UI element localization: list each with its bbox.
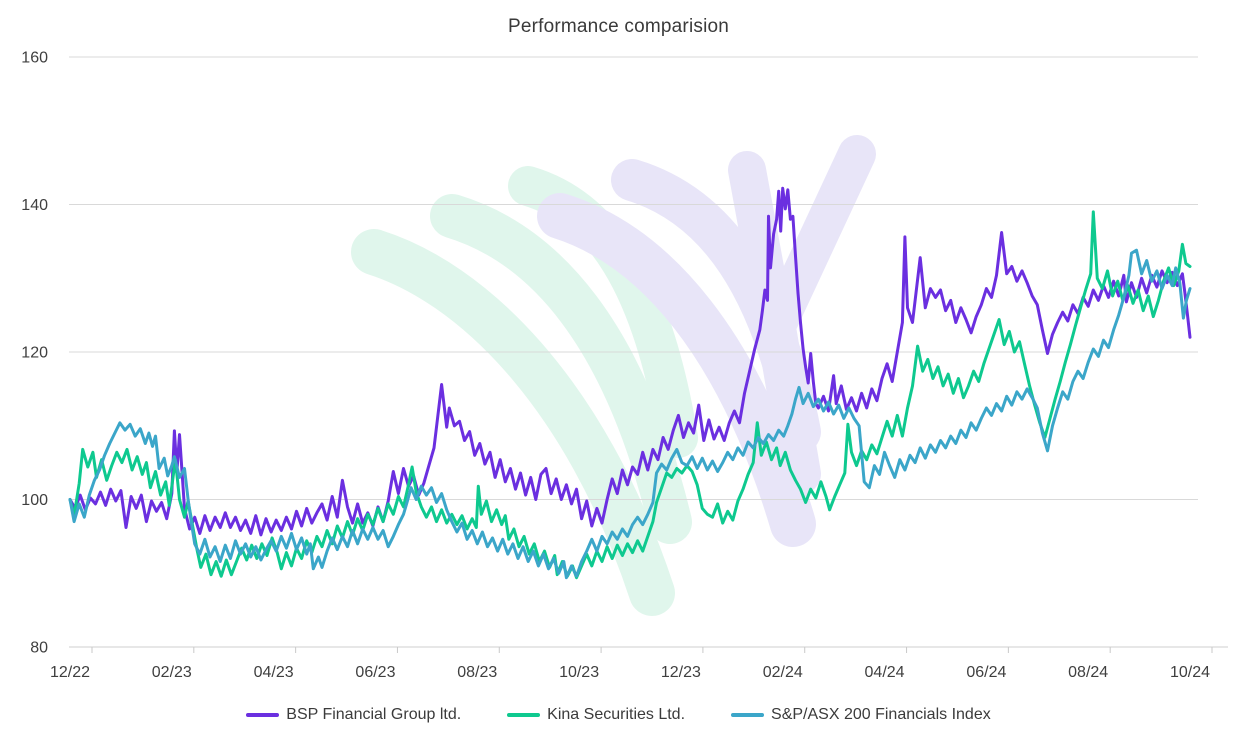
legend-marker-icon bbox=[246, 713, 280, 717]
legend-marker-icon bbox=[507, 713, 541, 717]
y-axis-label: 140 bbox=[21, 197, 48, 214]
x-axis-label: 08/23 bbox=[457, 664, 497, 681]
y-axis-label: 80 bbox=[30, 640, 48, 657]
chart-legend: BSP Financial Group ltd. Kina Securities … bbox=[0, 706, 1237, 724]
x-axis-label: 06/23 bbox=[355, 664, 395, 681]
legend-item-kina-securities-ltd: Kina Securities Ltd. bbox=[507, 706, 685, 724]
legend-item-bsp-financial-group-ltd: BSP Financial Group ltd. bbox=[246, 706, 461, 724]
chart-title: Performance comparision bbox=[507, 16, 730, 37]
x-axis-label: 12/23 bbox=[661, 664, 701, 681]
legend-marker-icon bbox=[731, 713, 765, 717]
y-axis-label: 100 bbox=[21, 492, 48, 509]
legend-label: BSP Financial Group ltd. bbox=[286, 706, 462, 723]
x-axis-label: 10/23 bbox=[559, 664, 599, 681]
x-axis-label: 06/24 bbox=[966, 664, 1006, 681]
x-axis-label: 02/23 bbox=[152, 664, 192, 681]
x-axis-label: 12/22 bbox=[50, 664, 90, 681]
legend-label: Kina Securities Ltd. bbox=[547, 706, 686, 723]
legend-item-s-p-asx-200-financials-index: S&P/ASX 200 Financials Index bbox=[731, 706, 991, 724]
watermark-logo bbox=[351, 229, 675, 616]
y-axis-label: 160 bbox=[21, 50, 48, 67]
x-axis-label: 02/24 bbox=[763, 664, 803, 681]
legend-label: S&P/ASX 200 Financials Index bbox=[771, 706, 991, 723]
series-line-s-p-asx-200-financials-index bbox=[68, 248, 1192, 580]
x-axis-label: 08/24 bbox=[1068, 664, 1108, 681]
y-axis-label: 120 bbox=[21, 345, 48, 362]
x-axis-label: 04/24 bbox=[865, 664, 905, 681]
x-axis-label: 04/23 bbox=[254, 664, 294, 681]
x-axis-label: 10/24 bbox=[1170, 664, 1210, 681]
series-line-bsp-financial-group-ltd bbox=[68, 186, 1192, 537]
watermark-logo bbox=[430, 194, 692, 544]
watermark-logo bbox=[756, 308, 821, 494]
